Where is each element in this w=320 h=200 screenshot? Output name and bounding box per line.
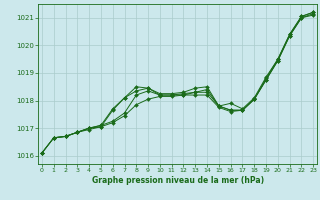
X-axis label: Graphe pression niveau de la mer (hPa): Graphe pression niveau de la mer (hPa) xyxy=(92,176,264,185)
